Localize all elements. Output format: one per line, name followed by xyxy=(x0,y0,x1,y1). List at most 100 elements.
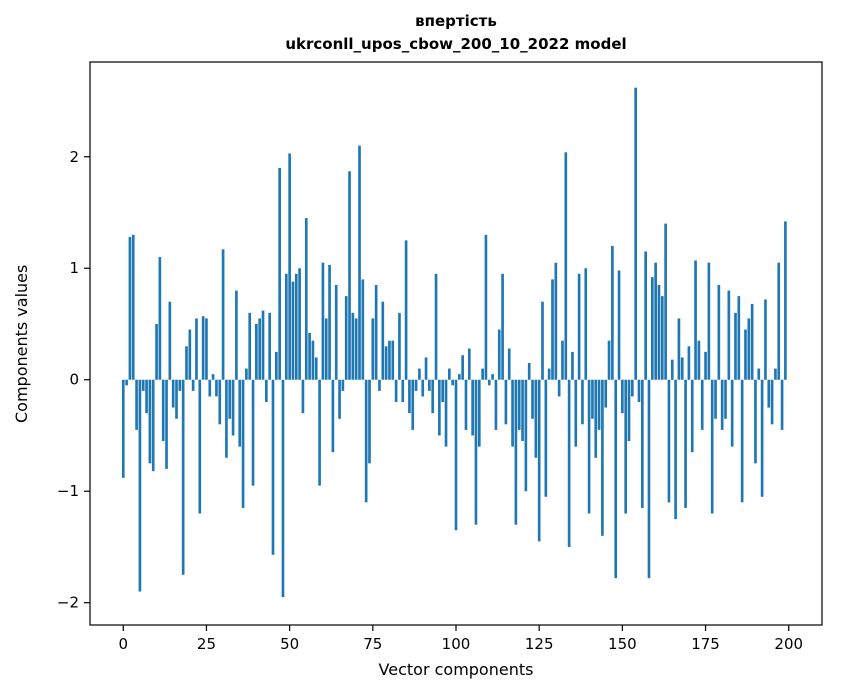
bar xyxy=(188,329,192,380)
bar xyxy=(328,264,331,380)
x-tick-label: 75 xyxy=(363,635,382,653)
bar xyxy=(464,379,468,430)
bar xyxy=(441,379,445,403)
bar xyxy=(414,379,418,391)
bar xyxy=(205,318,208,380)
bar xyxy=(225,379,228,458)
bar xyxy=(724,379,727,419)
bar xyxy=(308,332,311,380)
y-tick-label: 1 xyxy=(69,259,79,277)
bar xyxy=(561,340,564,380)
bar xyxy=(627,379,631,442)
bar xyxy=(577,273,581,380)
bar xyxy=(381,301,385,380)
bar xyxy=(155,323,158,380)
bar xyxy=(527,363,531,380)
bar xyxy=(145,379,148,414)
bar xyxy=(614,379,618,579)
bar xyxy=(245,368,248,380)
bar xyxy=(138,379,142,592)
y-tick-label: −1 xyxy=(57,482,79,500)
bar xyxy=(321,262,325,380)
bar xyxy=(704,351,707,380)
bar xyxy=(298,268,301,380)
bar xyxy=(637,379,641,403)
bar xyxy=(531,379,534,419)
bar xyxy=(584,268,588,380)
bar xyxy=(487,379,491,386)
bar xyxy=(511,379,514,447)
bar xyxy=(181,379,185,575)
bar xyxy=(221,249,225,380)
bar xyxy=(284,273,288,380)
bar xyxy=(258,318,262,380)
bar xyxy=(131,234,135,380)
y-tick-label: −2 xyxy=(57,594,79,612)
bar xyxy=(195,318,198,380)
bar xyxy=(767,379,771,408)
bar xyxy=(760,379,764,497)
bar xyxy=(521,379,524,442)
bar xyxy=(750,303,754,380)
bar xyxy=(394,379,398,403)
bar xyxy=(324,318,328,380)
axes-frame xyxy=(89,61,823,626)
bar xyxy=(774,368,777,380)
bar xyxy=(388,340,391,380)
bar xyxy=(228,379,232,419)
bar xyxy=(501,273,504,380)
x-tick-label: 25 xyxy=(197,635,216,653)
bar xyxy=(374,284,378,380)
bar xyxy=(218,379,222,425)
bar xyxy=(161,379,165,442)
bar xyxy=(128,237,132,380)
bar xyxy=(158,257,162,380)
bar xyxy=(471,379,474,436)
bar xyxy=(121,379,125,478)
bar xyxy=(601,379,604,536)
bar xyxy=(358,145,361,380)
bar xyxy=(564,152,568,380)
bar xyxy=(408,379,411,414)
bar xyxy=(674,379,677,520)
bar xyxy=(714,379,717,419)
bar xyxy=(368,379,371,464)
bar xyxy=(687,346,691,380)
bar xyxy=(201,316,205,380)
bar xyxy=(551,279,554,380)
bar xyxy=(770,379,774,425)
bar xyxy=(401,379,405,403)
bar xyxy=(341,379,345,391)
bar xyxy=(448,368,451,380)
bar xyxy=(634,87,637,380)
bar xyxy=(581,379,584,425)
bar xyxy=(617,270,621,380)
bar xyxy=(757,368,761,380)
bar xyxy=(384,346,388,380)
bar xyxy=(434,273,438,380)
bar xyxy=(547,368,551,380)
x-axis-label: Vector components xyxy=(378,660,534,679)
bar xyxy=(594,379,598,458)
bar xyxy=(641,379,644,508)
bar xyxy=(148,379,152,464)
bar xyxy=(271,379,275,555)
x-tick-label: 50 xyxy=(280,635,299,653)
bar xyxy=(557,379,561,397)
bar xyxy=(424,357,428,380)
bar xyxy=(680,357,684,380)
bar xyxy=(514,379,518,525)
bar xyxy=(338,379,341,419)
bar xyxy=(574,379,578,447)
bar xyxy=(168,301,172,380)
x-tick-label: 0 xyxy=(118,635,128,653)
bar xyxy=(334,284,338,380)
bar xyxy=(737,296,741,380)
bar xyxy=(730,379,734,447)
bar xyxy=(747,318,751,380)
bar xyxy=(607,340,611,380)
bar xyxy=(537,379,541,542)
bar xyxy=(364,379,368,503)
